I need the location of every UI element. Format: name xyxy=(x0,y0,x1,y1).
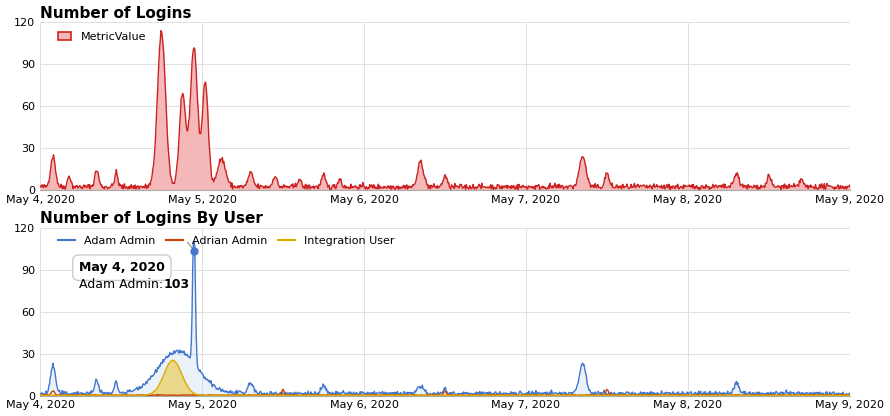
Adam Admin xyxy=(467,393,478,398)
Integration User xyxy=(485,393,496,398)
Adam Admin xyxy=(845,391,855,396)
Integration User xyxy=(478,393,489,398)
Adrian Admin xyxy=(845,393,855,398)
Integration User xyxy=(172,362,182,366)
Text: May 4, 2020: May 4, 2020 xyxy=(79,261,165,274)
Legend: Adam Admin, Adrian Admin, Integration User: Adam Admin, Adrian Admin, Integration Us… xyxy=(53,232,399,250)
Adrian Admin xyxy=(171,393,182,398)
Text: Adam Admin:: Adam Admin: xyxy=(79,278,167,291)
Adrian Admin xyxy=(602,387,612,392)
Adam Admin xyxy=(386,391,397,396)
Legend: MetricValue: MetricValue xyxy=(53,27,150,46)
Line: Adam Admin: Adam Admin xyxy=(40,242,850,396)
Adrian Admin xyxy=(142,392,153,397)
Adrian Admin xyxy=(477,393,488,398)
Text: Number of Logins: Number of Logins xyxy=(40,5,191,20)
Integration User xyxy=(308,393,319,398)
Integration User xyxy=(35,393,45,398)
Adam Admin xyxy=(461,391,472,396)
Integration User xyxy=(845,393,855,398)
Text: Number of Logins By User: Number of Logins By User xyxy=(40,211,263,226)
Text: 103: 103 xyxy=(163,278,190,291)
Adrian Admin xyxy=(386,393,397,398)
Integration User xyxy=(461,393,472,398)
Line: Integration User: Integration User xyxy=(40,360,850,396)
Adam Admin xyxy=(35,391,45,396)
Adam Admin xyxy=(142,378,153,383)
Adam Admin xyxy=(308,392,319,397)
Integration User xyxy=(168,358,179,363)
Adrian Admin xyxy=(483,393,494,398)
Line: Adrian Admin: Adrian Admin xyxy=(40,389,850,396)
Integration User xyxy=(386,393,397,398)
Adrian Admin xyxy=(308,393,319,398)
Integration User xyxy=(142,392,153,397)
Adrian Admin xyxy=(460,393,471,398)
Adam Admin xyxy=(479,391,490,396)
Adam Admin xyxy=(188,239,198,244)
Adrian Admin xyxy=(35,393,45,398)
Adam Admin xyxy=(171,348,182,353)
